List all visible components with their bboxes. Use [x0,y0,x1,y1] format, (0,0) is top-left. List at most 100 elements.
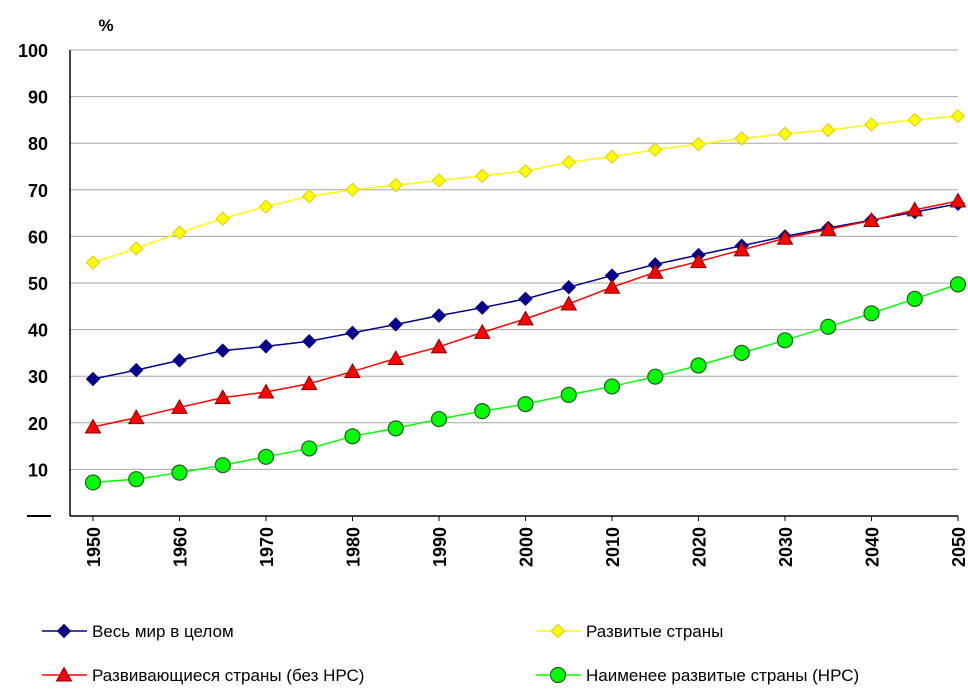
series-group [84,108,967,491]
data-point [474,403,491,420]
data-point [172,225,187,240]
data-point [387,420,404,437]
data-point [733,344,750,361]
data-point [172,353,187,368]
series [84,192,967,434]
legend-item: Развитые страны [536,622,723,641]
data-point [821,122,836,138]
data-point [863,305,880,322]
data-point [518,291,533,307]
data-point [907,112,922,128]
data-point [214,457,231,474]
data-point [300,375,318,391]
y-tick-label: 30 [28,367,48,387]
data-point [691,136,706,152]
data-point [302,334,317,349]
y-tick-label: 50 [28,274,48,294]
x-tick-label: 2050 [949,527,968,567]
data-point [257,448,275,465]
data-point [647,368,664,385]
data-point [648,142,663,157]
y-tick-label: 20 [28,414,48,434]
data-point [388,317,403,332]
data-point [129,241,144,256]
data-point [734,131,749,146]
data-point [603,378,621,395]
x-tick-label: 1980 [344,527,364,567]
data-point [258,339,274,354]
x-tick-label: 2040 [863,527,883,567]
data-point [690,357,707,374]
series [85,196,966,387]
legend-item: Развивающиеся страны (без НРС) [42,666,364,685]
data-point [84,418,102,434]
data-point [603,278,621,294]
data-point [473,323,491,339]
data-point [431,173,447,188]
data-point [518,163,533,179]
data-point [430,338,448,354]
data-point [646,263,664,279]
data-point [906,290,923,307]
data-point [55,666,73,682]
data-point [257,383,275,399]
data-point [171,398,188,414]
data-point [560,386,577,403]
data-point [776,229,794,245]
data-point [302,189,317,204]
y-tick-label: 90 [28,88,48,108]
data-point [604,149,620,164]
y-tick-label: 10 [28,460,48,480]
x-tick-label: 2030 [776,527,796,567]
data-point [517,396,534,413]
data-point [549,666,567,684]
legend: Весь мир в целом Развитые страны Развивающ… [42,622,859,685]
x-tick-label: 2010 [603,527,623,567]
data-point [949,192,967,208]
data-point [344,363,361,379]
data-point [819,220,837,236]
legend-label: Развитые страны [586,622,723,641]
data-point [475,300,490,315]
data-point [430,410,448,428]
data-point [345,325,360,341]
x-tick-label: 1950 [84,527,104,567]
data-point [215,211,230,226]
data-point [550,623,566,639]
x-tick-label: 1990 [430,527,450,567]
legend-label: Развивающиеся страны (без НРС) [92,666,364,685]
data-point [129,362,144,378]
grid-lines [70,49,958,470]
data-point [56,623,72,639]
x-tick-label: 2000 [517,527,537,567]
legend-item: Наименее развитые страны (НРС) [536,666,859,685]
data-point [950,108,966,124]
data-point [388,177,403,193]
series [84,276,967,491]
data-point [128,471,145,488]
data-point [733,241,751,257]
x-tick-label: 1960 [171,527,191,567]
y-tick-label: 40 [28,321,48,341]
y-axis-unit-label: % [98,16,113,35]
data-point [776,332,794,349]
legend-item: Весь мир в целом [42,622,234,641]
data-point [258,199,274,214]
data-point [301,440,318,457]
data-point [475,168,490,184]
x-tick-label: 1970 [257,527,277,567]
y-tick-label: 60 [28,227,48,247]
data-point [431,308,447,323]
data-point [863,212,880,228]
data-point [214,389,232,405]
legend-label: Наименее развитые страны (НРС) [586,666,859,685]
data-point [387,349,405,365]
data-point [690,253,707,269]
y-tick-label: 80 [28,134,48,154]
series [85,108,966,270]
data-point [820,318,837,335]
data-point [127,409,145,425]
data-point [171,464,188,481]
